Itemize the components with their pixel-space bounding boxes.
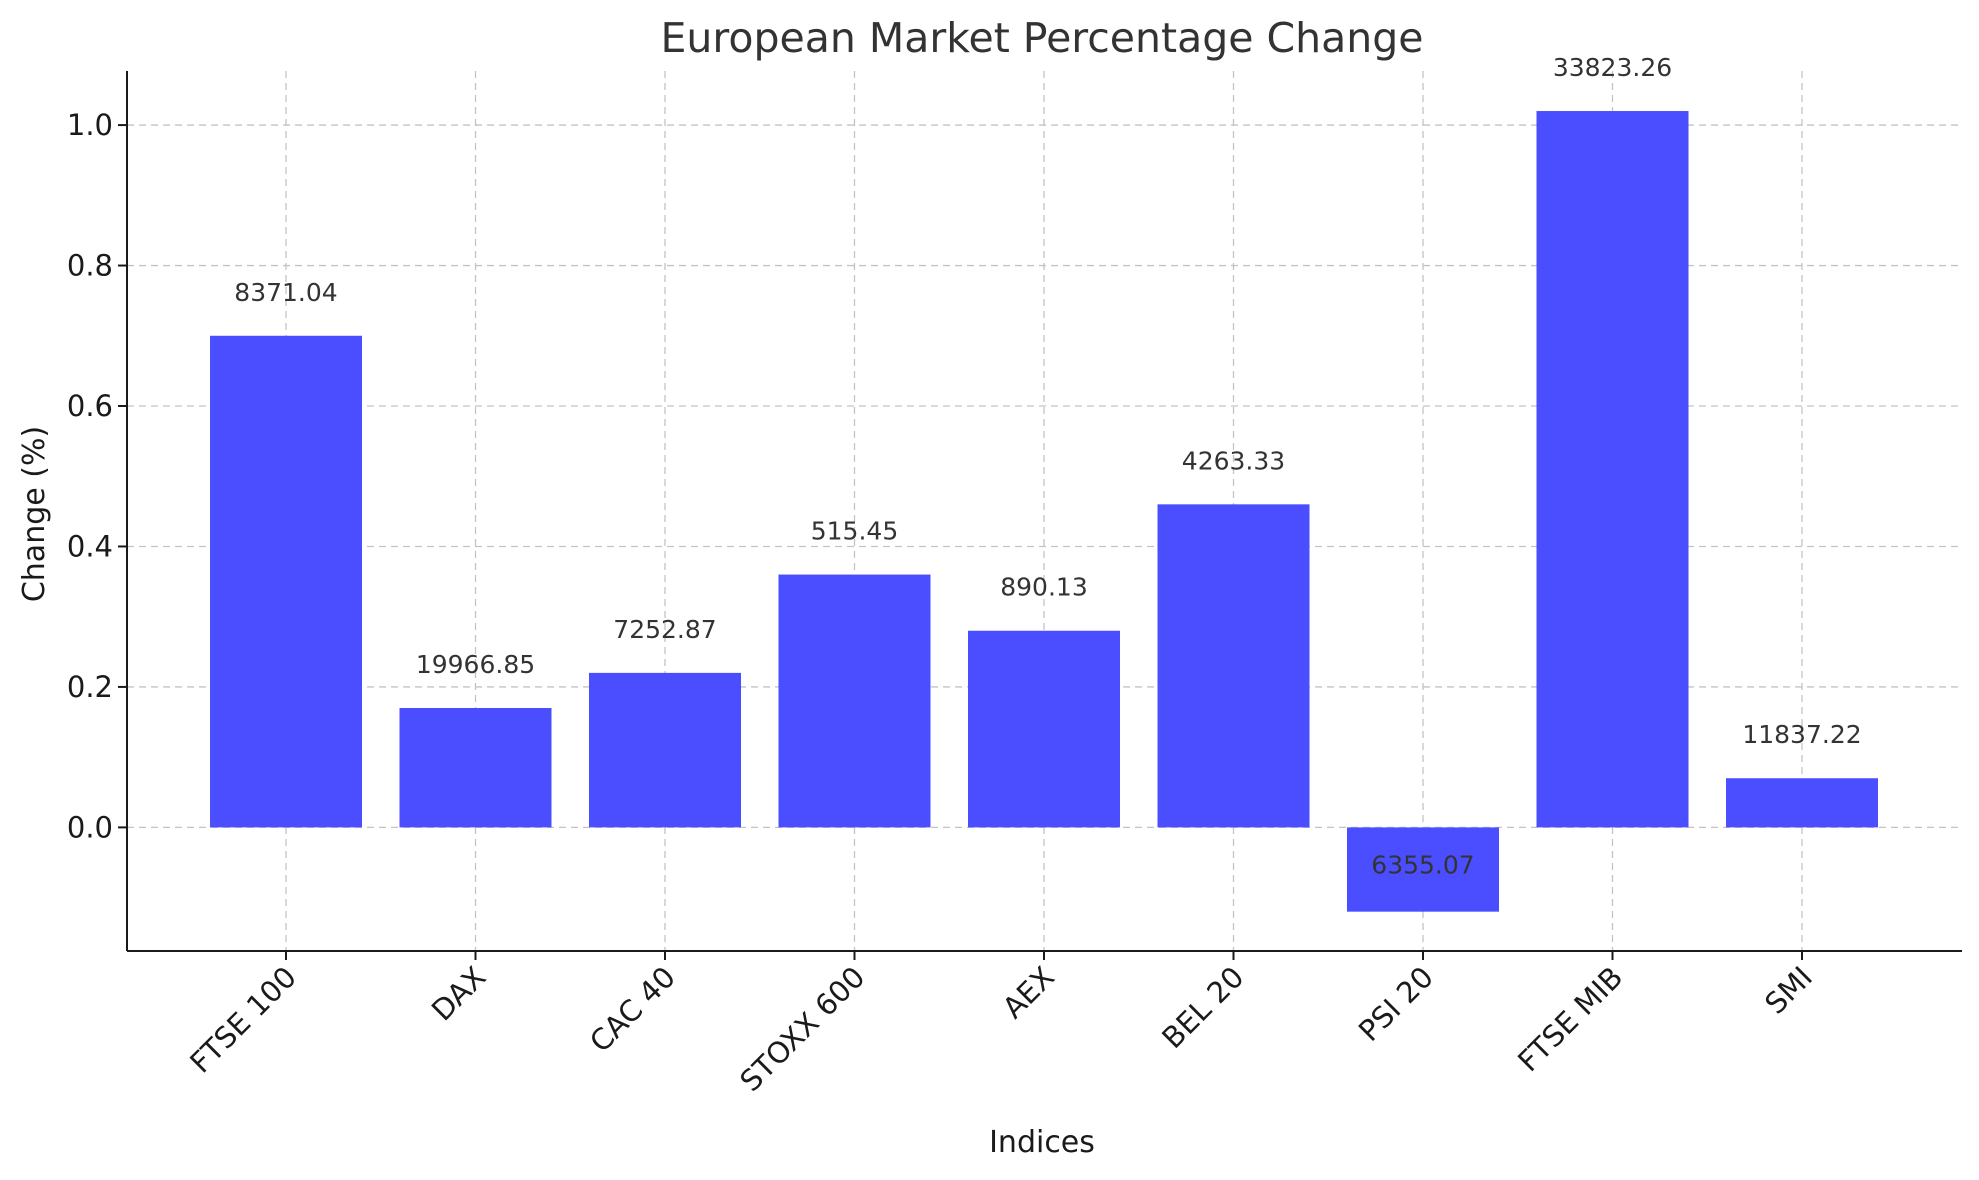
y-tick-label: 0.0 bbox=[67, 810, 113, 844]
bar bbox=[968, 630, 1120, 828]
bar bbox=[1157, 504, 1310, 828]
data-label: 8371.04 bbox=[234, 278, 337, 307]
y-tick-label: 0.2 bbox=[67, 670, 113, 704]
data-label: 890.13 bbox=[1000, 573, 1087, 602]
x-axis-ticks: FTSE 100 DAX CAC 40 STOXX 600 AEX BEL 20 PSI 2… bbox=[183, 951, 1819, 1098]
data-label: 11837.22 bbox=[1742, 720, 1861, 749]
data-label: 33823.26 bbox=[1553, 53, 1672, 82]
x-axis-label: Indices bbox=[989, 1125, 1095, 1160]
bar bbox=[1536, 111, 1689, 828]
bar bbox=[210, 335, 362, 828]
x-tick-label: CAC 40 bbox=[583, 960, 682, 1059]
bar bbox=[778, 574, 931, 828]
x-tick-label: DAX bbox=[425, 960, 493, 1028]
x-tick-label: AEX bbox=[996, 960, 1061, 1025]
bar bbox=[1726, 778, 1878, 828]
chart-title: European Market Percentage Change bbox=[661, 14, 1424, 62]
bars bbox=[210, 111, 1878, 912]
y-axis-ticks: 0.0 0.2 0.4 0.6 0.8 1.0 bbox=[67, 108, 127, 844]
y-tick-label: 0.4 bbox=[67, 529, 113, 563]
x-tick-label: BEL 20 bbox=[1155, 960, 1250, 1055]
data-label: 6355.07 bbox=[1371, 850, 1474, 879]
x-tick-label: STOXX 600 bbox=[733, 960, 871, 1098]
y-axis-label: Change (%) bbox=[17, 426, 52, 602]
y-tick-label: 0.8 bbox=[67, 249, 113, 283]
x-tick-label: FTSE 100 bbox=[183, 960, 303, 1080]
bar bbox=[399, 707, 552, 828]
bar bbox=[589, 672, 741, 828]
x-tick-label: SMI bbox=[1758, 960, 1819, 1021]
x-tick-label: FTSE MIB bbox=[1511, 960, 1629, 1078]
data-label: 515.45 bbox=[811, 517, 898, 546]
bar bbox=[1347, 827, 1499, 912]
data-label: 4263.33 bbox=[1182, 446, 1285, 475]
x-tick-label: PSI 20 bbox=[1352, 960, 1440, 1048]
data-labels: 8371.04 19966.85 7252.87 515.45 890.13 4263.3… bbox=[234, 53, 1861, 879]
y-tick-label: 1.0 bbox=[67, 108, 113, 142]
data-label: 19966.85 bbox=[416, 650, 535, 679]
y-tick-label: 0.6 bbox=[67, 389, 113, 423]
data-label: 7252.87 bbox=[613, 615, 716, 644]
